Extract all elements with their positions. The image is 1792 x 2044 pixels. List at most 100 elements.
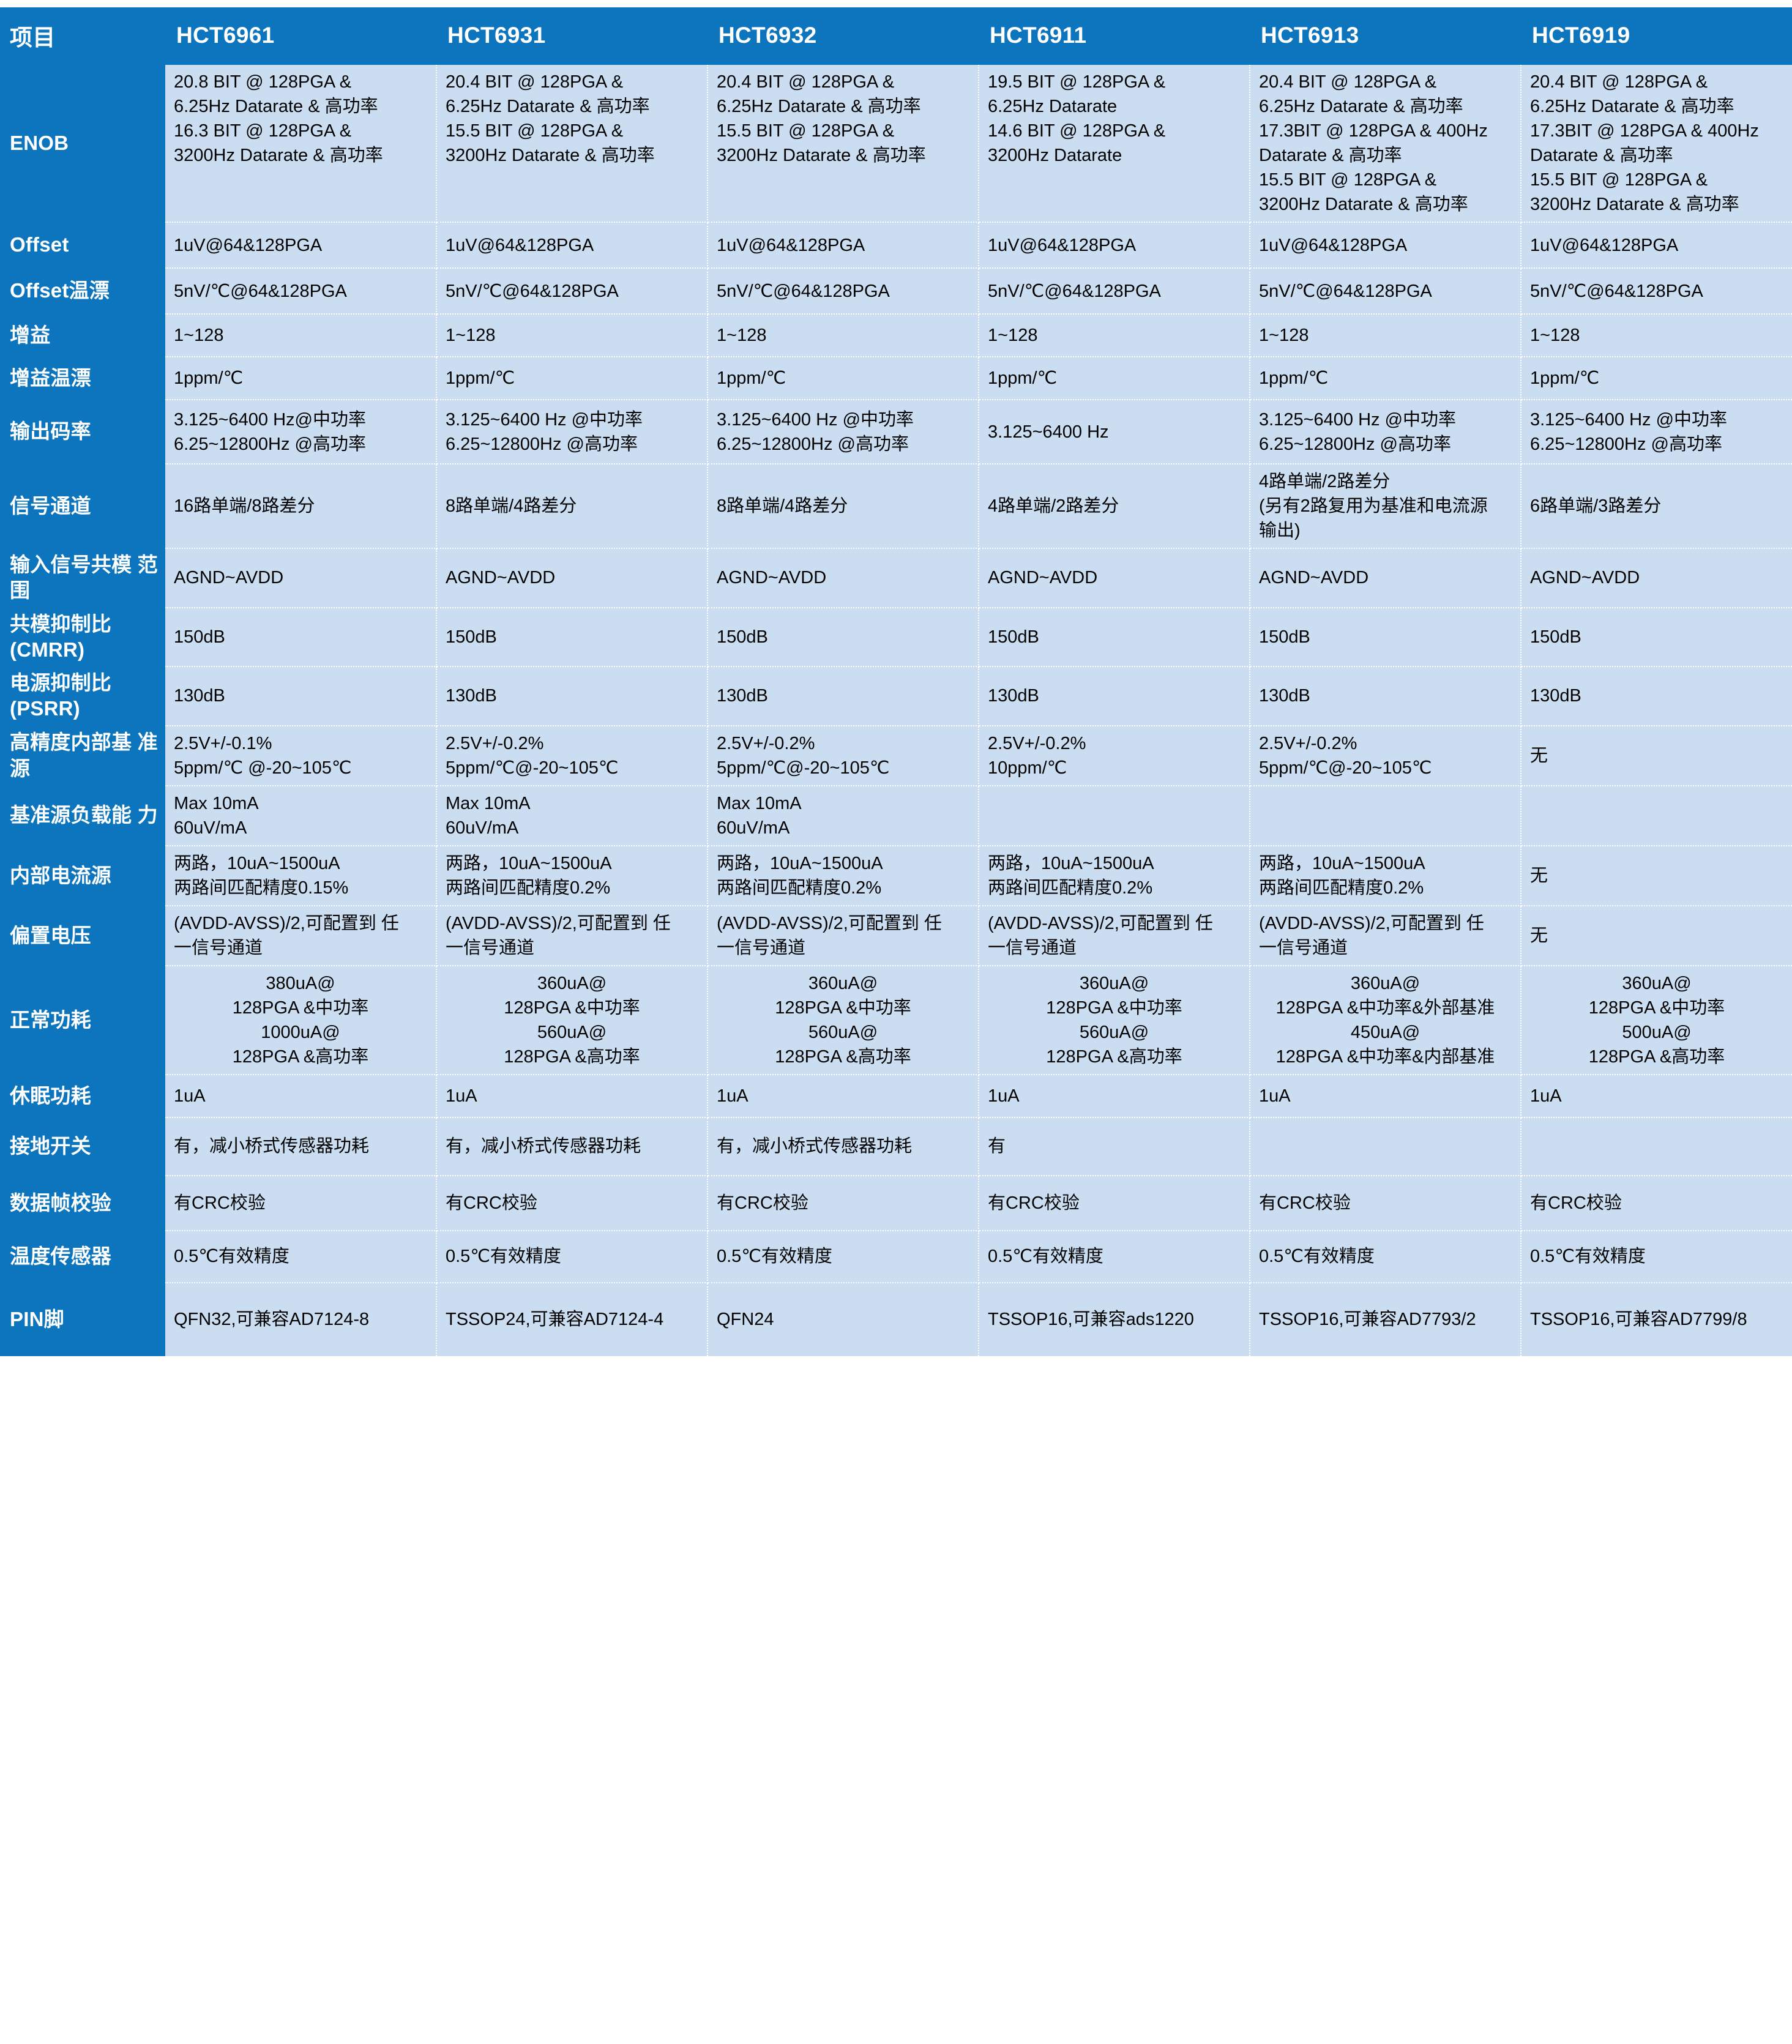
cell-r4-c2: 1~128: [436, 314, 708, 358]
row-label-8: 输入信号共模 范围: [0, 548, 165, 608]
table-row: 正常功耗 380uA@ 128PGA &中功率 1000uA@ 128PGA &高…: [0, 965, 1792, 1075]
cell-r12-c2: Max 10mA 60uV/mA: [436, 785, 708, 846]
cell-r11-c3: 2.5V+/-0.2% 5ppm/℃@-20~105℃: [707, 725, 979, 786]
cell-r3-c6: 5nV/℃@64&128PGA: [1521, 268, 1792, 315]
cell-r5-c1: 1ppm/℃: [165, 357, 437, 401]
cell-r11-c5: 2.5V+/-0.2% 5ppm/℃@-20~105℃: [1250, 725, 1521, 786]
spec-table-container: 项目 HCT6961 HCT6931 HCT6932 HCT6911 HCT69…: [0, 7, 1792, 1356]
cell-r14-c4: (AVDD-AVSS)/2,可配置到 任 一信号通道: [979, 905, 1250, 966]
cell-r3-c4: 5nV/℃@64&128PGA: [979, 268, 1250, 315]
cell-r2-c5: 1uV@64&128PGA: [1250, 222, 1521, 269]
header-cell-hct6911: HCT6911: [979, 7, 1250, 65]
cell-r7-c3: 8路单端/4路差分: [707, 464, 979, 550]
cell-r6-c5: 3.125~6400 Hz @中功率 6.25~12800Hz @高功率: [1250, 400, 1521, 465]
cell-r4-c1: 1~128: [165, 314, 437, 358]
cell-r2-c1: 1uV@64&128PGA: [165, 222, 437, 269]
row-label-3: Offset温漂: [0, 268, 165, 315]
cell-r19-c2: 0.5℃有效精度: [436, 1230, 708, 1283]
cell-r7-c5: 4路单端/2路差分 (另有2路复用为基准和电流源 输出): [1250, 464, 1521, 550]
cell-r15-c5: 360uA@ 128PGA &中功率&外部基准 450uA@ 128PGA &中…: [1250, 965, 1521, 1075]
header-cell-hct6961: HCT6961: [165, 7, 436, 65]
row-label-13: 内部电流源: [0, 845, 165, 906]
table-row: 共模抑制比 (CMRR) 150dB 150dB 150dB 150dB 150dB 150…: [0, 607, 1792, 668]
cell-r11-c4: 2.5V+/-0.2% 10ppm/℃: [979, 725, 1250, 786]
cell-r19-c5: 0.5℃有效精度: [1250, 1230, 1521, 1283]
cell-r2-c4: 1uV@64&128PGA: [979, 222, 1250, 269]
cell-r3-c1: 5nV/℃@64&128PGA: [165, 268, 437, 315]
row-label-17: 接地开关: [0, 1117, 165, 1176]
cell-r13-c5: 两路，10uA~1500uA 两路间匹配精度0.2%: [1250, 845, 1521, 906]
cell-r7-c4: 4路单端/2路差分: [979, 464, 1250, 550]
table-row: 偏置电压 (AVDD-AVSS)/2,可配置到 任 一信号通道 (AVDD-AVSS…: [0, 905, 1792, 966]
cell-r18-c3: 有CRC校验: [707, 1175, 979, 1231]
row-label-14: 偏置电压: [0, 905, 165, 966]
cell-r6-c2: 3.125~6400 Hz @中功率 6.25~12800Hz @高功率: [436, 400, 708, 465]
cell-r1-c1: 20.8 BIT @ 128PGA & 6.25Hz Datarate & 高功…: [165, 65, 437, 223]
row-label-1: ENOB: [0, 65, 165, 223]
cell-r19-c1: 0.5℃有效精度: [165, 1230, 437, 1283]
table-header: 项目 HCT6961 HCT6931 HCT6932 HCT6911 HCT69…: [0, 7, 1792, 65]
cell-r17-c5: [1250, 1117, 1521, 1176]
table-row: 内部电流源 两路，10uA~1500uA 两路间匹配精度0.15% 两路，10uA~…: [0, 845, 1792, 906]
cell-r15-c2: 360uA@ 128PGA &中功率 560uA@ 128PGA &高功率: [436, 965, 708, 1075]
cell-r13-c4: 两路，10uA~1500uA 两路间匹配精度0.2%: [979, 845, 1250, 906]
cell-r9-c1: 150dB: [165, 607, 437, 668]
cell-r19-c4: 0.5℃有效精度: [979, 1230, 1250, 1283]
table-row: 电源抑制比 (PSRR) 130dB 130dB 130dB 130dB 130dB 130…: [0, 666, 1792, 726]
cell-r6-c3: 3.125~6400 Hz @中功率 6.25~12800Hz @高功率: [707, 400, 979, 465]
cell-r17-c3: 有，减小桥式传感器功耗: [707, 1117, 979, 1176]
cell-r17-c1: 有，减小桥式传感器功耗: [165, 1117, 437, 1176]
cell-r3-c5: 5nV/℃@64&128PGA: [1250, 268, 1521, 315]
cell-r7-c1: 16路单端/8路差分: [165, 464, 437, 550]
header-cell-hct6913: HCT6913: [1250, 7, 1521, 65]
cell-r9-c5: 150dB: [1250, 607, 1521, 668]
cell-r4-c3: 1~128: [707, 314, 979, 358]
cell-r6-c1: 3.125~6400 Hz@中功率 6.25~12800Hz @高功率: [165, 400, 437, 465]
row-label-15: 正常功耗: [0, 965, 165, 1075]
row-label-11: 高精度内部基 准源: [0, 725, 165, 786]
cell-r9-c6: 150dB: [1521, 607, 1792, 668]
cell-r16-c6: 1uA: [1521, 1074, 1792, 1118]
cell-r8-c6: AGND~AVDD: [1521, 548, 1792, 608]
cell-r2-c2: 1uV@64&128PGA: [436, 222, 708, 269]
cell-r17-c6: [1521, 1117, 1792, 1176]
cell-r16-c4: 1uA: [979, 1074, 1250, 1118]
cell-r20-c5: TSSOP16,可兼容AD7793/2: [1250, 1282, 1521, 1356]
cell-r18-c5: 有CRC校验: [1250, 1175, 1521, 1231]
cell-r1-c2: 20.4 BIT @ 128PGA & 6.25Hz Datarate & 高功…: [436, 65, 708, 223]
cell-r18-c1: 有CRC校验: [165, 1175, 437, 1231]
table-row: 输入信号共模 范围 AGND~AVDD AGND~AVDD AGND~AVDD AGND…: [0, 548, 1792, 608]
table-row: ENOB 20.8 BIT @ 128PGA & 6.25Hz Datarate …: [0, 65, 1792, 223]
row-label-12: 基准源负载能 力: [0, 785, 165, 846]
cell-r12-c3: Max 10mA 60uV/mA: [707, 785, 979, 846]
header-cell-hct6919: HCT6919: [1521, 7, 1792, 65]
row-label-2: Offset: [0, 222, 165, 269]
cell-r5-c3: 1ppm/℃: [707, 357, 979, 401]
cell-r12-c4: [979, 785, 1250, 846]
cell-r12-c6: [1521, 785, 1792, 846]
table-row: 增益温漂 1ppm/℃ 1ppm/℃ 1ppm/℃ 1ppm/℃ 1ppm/℃ 1ppm/℃: [0, 357, 1792, 401]
cell-r3-c3: 5nV/℃@64&128PGA: [707, 268, 979, 315]
cell-r14-c2: (AVDD-AVSS)/2,可配置到 任 一信号通道: [436, 905, 708, 966]
cell-r5-c5: 1ppm/℃: [1250, 357, 1521, 401]
cell-r5-c6: 1ppm/℃: [1521, 357, 1792, 401]
cell-r11-c2: 2.5V+/-0.2% 5ppm/℃@-20~105℃: [436, 725, 708, 786]
table-row: 数据帧校验 有CRC校验 有CRC校验 有CRC校验 有CRC校验 有CRC校验 有CRC校…: [0, 1175, 1792, 1231]
header-row: 项目 HCT6961 HCT6931 HCT6932 HCT6911 HCT69…: [0, 7, 1792, 65]
cell-r8-c5: AGND~AVDD: [1250, 548, 1521, 608]
row-label-6: 输出码率: [0, 400, 165, 464]
header-cell-item: 项目: [0, 7, 165, 65]
cell-r19-c3: 0.5℃有效精度: [707, 1230, 979, 1283]
cell-r12-c1: Max 10mA 60uV/mA: [165, 785, 437, 846]
cell-r1-c6: 20.4 BIT @ 128PGA & 6.25Hz Datarate & 高功…: [1521, 65, 1792, 223]
cell-r13-c1: 两路，10uA~1500uA 两路间匹配精度0.15%: [165, 845, 437, 906]
cell-r18-c2: 有CRC校验: [436, 1175, 708, 1231]
cell-r10-c5: 130dB: [1250, 666, 1521, 726]
cell-r6-c6: 3.125~6400 Hz @中功率 6.25~12800Hz @高功率: [1521, 400, 1792, 465]
header-cell-hct6932: HCT6932: [707, 7, 979, 65]
cell-r4-c4: 1~128: [979, 314, 1250, 358]
header-cell-hct6931: HCT6931: [436, 7, 707, 65]
cell-r18-c6: 有CRC校验: [1521, 1175, 1792, 1231]
cell-r14-c5: (AVDD-AVSS)/2,可配置到 任 一信号通道: [1250, 905, 1521, 966]
row-label-7: 信号通道: [0, 464, 165, 549]
